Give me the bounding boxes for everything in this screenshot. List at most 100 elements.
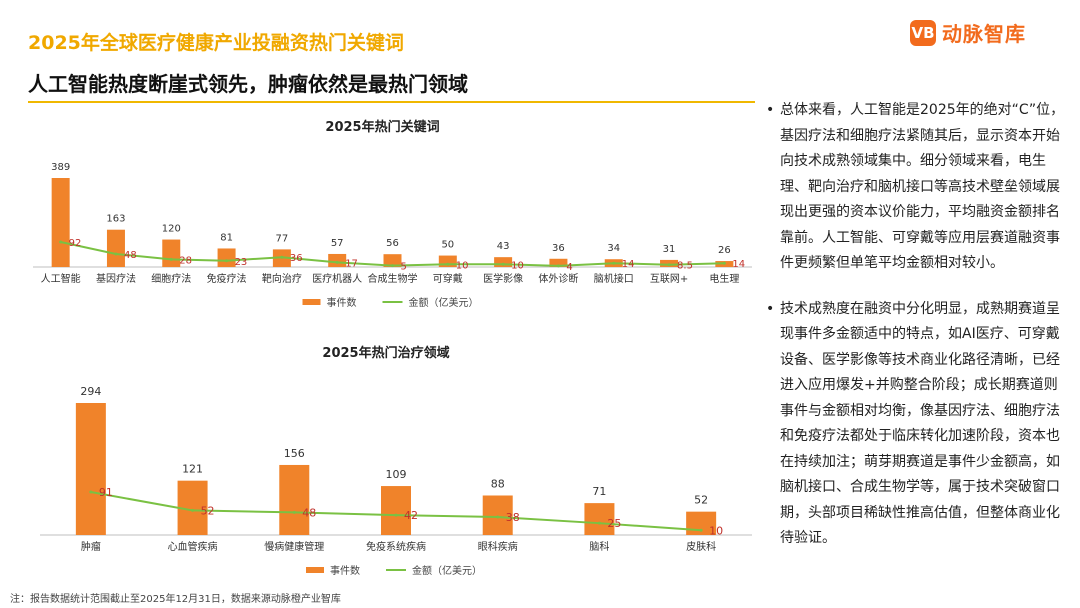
amount-value-label: 48 <box>124 250 137 261</box>
charts-area: 2025年热门关键词 389 人工智能 163 基因疗法 120 细胞疗法 81 免疫疗法 77 靶… <box>33 119 752 577</box>
amount-point <box>292 510 296 514</box>
amount-value-label: 48 <box>302 506 316 519</box>
amount-value-label: 5 <box>401 262 407 273</box>
bar <box>494 257 513 267</box>
amount-value-label: 91 <box>99 486 113 499</box>
bar <box>162 239 181 267</box>
page-headline: 人工智能热度断崖式领先，肿瘤依然是最热门领域 <box>28 72 468 96</box>
bar-value-label: 26 <box>718 245 731 256</box>
headline-underline <box>28 101 755 103</box>
bar-value-label: 36 <box>552 243 565 254</box>
bar-value-label: 52 <box>694 494 708 507</box>
commentary-text: 总体来看，人工智能是2025年的绝对“C”位，基因疗法和细胞疗法紧随其后，显示资… <box>780 102 1065 271</box>
bar-value-label: 43 <box>497 241 510 252</box>
bar-value-label: 163 <box>106 214 125 225</box>
amount-point <box>446 262 450 266</box>
amount-value-label: 8.5 <box>677 261 693 272</box>
amount-value-label: 14 <box>732 259 745 270</box>
commentary-paragraph: • 总体来看，人工智能是2025年的绝对“C”位，基因疗法和细胞疗法紧随其后，显… <box>766 98 1066 277</box>
bar-value-label: 88 <box>491 477 505 490</box>
bar-value-label: 50 <box>441 240 454 251</box>
commentary-text: 技术成熟度在融资中分化明显，成熟期赛道呈现事件多金额适中的特点，如AI医疗、可穿… <box>780 300 1060 547</box>
bar <box>51 178 70 267</box>
legend-bar-swatch <box>302 299 321 305</box>
category-label: 合成生物学 <box>368 272 418 285</box>
amount-point <box>722 261 726 265</box>
category-label: 脑科 <box>589 540 609 553</box>
bar-value-label: 120 <box>162 224 181 235</box>
bar <box>328 253 347 267</box>
category-label: 心血管疾病 <box>168 540 218 553</box>
amount-value-label: 10 <box>456 260 469 271</box>
amount-value-label: 38 <box>506 511 520 524</box>
legend-line-label: 金额（亿美元） <box>409 296 479 309</box>
category-label: 医疗机器人 <box>312 272 362 285</box>
amount-point <box>89 490 93 494</box>
amount-point <box>225 259 229 263</box>
amount-point <box>114 252 118 256</box>
legend-line-label: 金额（亿美元） <box>412 564 482 577</box>
bar-value-label: 81 <box>220 232 233 243</box>
keywords-chart: 2025年热门关键词 389 人工智能 163 基因疗法 120 细胞疗法 81 免疫疗法 77 靶… <box>33 119 752 309</box>
category-label: 皮肤科 <box>686 540 716 553</box>
amount-point <box>667 263 671 267</box>
bar-value-label: 57 <box>331 238 344 249</box>
bar <box>106 229 125 267</box>
bar-value-label: 31 <box>663 244 676 255</box>
amount-value-label: 23 <box>235 257 248 268</box>
bar-value-label: 389 <box>51 162 70 173</box>
amount-point <box>556 264 560 268</box>
amount-value-label: 92 <box>69 238 82 249</box>
category-label: 基因疗法 <box>96 272 136 285</box>
category-label: 人工智能 <box>41 272 81 285</box>
bar <box>438 255 457 267</box>
therapy-areas-chart: 2025年热门治疗领域 294 肿瘤 121 心血管疾病 156 慢病健康管理 109 免疫系统… <box>40 345 752 577</box>
bar-value-label: 121 <box>182 463 203 476</box>
amount-point <box>496 515 500 519</box>
category-label: 可穿戴 <box>433 272 463 285</box>
bar <box>381 486 411 535</box>
amount-point <box>391 264 394 268</box>
category-label: 电生理 <box>709 272 739 285</box>
bar-value-label: 56 <box>386 238 399 249</box>
amount-value-label: 10 <box>511 260 524 271</box>
vb-logo-icon: VB <box>910 19 936 46</box>
amount-point <box>169 257 173 261</box>
chart-title: 2025年热门治疗领域 <box>322 345 449 361</box>
category-label: 眼科疾病 <box>478 540 518 553</box>
brand-name: 动脉智库 <box>942 22 1026 46</box>
category-label: 脑机接口 <box>594 272 634 285</box>
bar <box>549 258 568 267</box>
category-label: 医学影像 <box>483 272 523 285</box>
amount-point <box>501 262 505 266</box>
amount-value-label: 28 <box>179 255 192 266</box>
chart-title: 2025年热门关键词 <box>325 119 439 135</box>
bar-value-label: 156 <box>284 447 305 460</box>
bar <box>482 495 513 535</box>
amount-value-label: 10 <box>709 524 723 537</box>
amount-value-label: 42 <box>404 509 418 522</box>
legend-bar-label: 事件数 <box>330 564 360 577</box>
amount-point <box>191 508 195 512</box>
bullet-icon: • <box>766 102 775 118</box>
bar-value-label: 71 <box>592 485 606 498</box>
amount-point <box>335 260 339 264</box>
footnote: 注：报告数据统计范围截止至2025年12月31日，数据来源动脉橙产业智库 <box>10 594 341 605</box>
amount-value-label: 14 <box>622 259 635 270</box>
category-label: 靶向治疗 <box>262 272 302 285</box>
bar-value-label: 34 <box>607 243 620 254</box>
amount-point <box>59 240 63 244</box>
category-label: 肿瘤 <box>81 540 101 553</box>
amount-value-label: 52 <box>201 504 215 517</box>
legend-bar-swatch <box>306 567 324 573</box>
amount-point <box>394 513 398 517</box>
bar-value-label: 109 <box>386 468 407 481</box>
amount-point <box>699 528 703 532</box>
category-label: 互联网+ <box>650 273 688 285</box>
bar <box>217 248 236 267</box>
commentary-panel: • 总体来看，人工智能是2025年的绝对“C”位，基因疗法和细胞疗法紧随其后，显… <box>766 98 1066 552</box>
amount-value-label: 17 <box>345 258 358 269</box>
category-label: 慢病健康管理 <box>264 540 324 553</box>
bar <box>75 403 106 535</box>
amount-value-label: 25 <box>607 517 621 530</box>
